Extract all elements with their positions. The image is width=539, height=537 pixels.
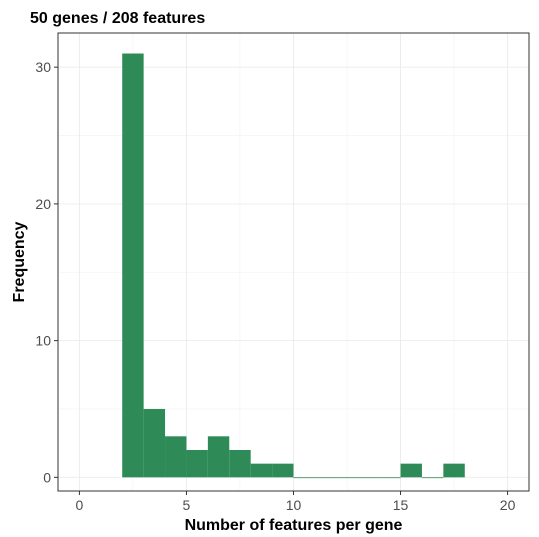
histogram-bar	[421, 477, 444, 479]
histogram-bar	[314, 477, 337, 479]
histogram-bar	[443, 463, 465, 478]
chart-title: 50 genes / 208 features	[30, 10, 205, 27]
x-axis-title: Number of features per gene	[185, 517, 403, 534]
histogram-bar	[272, 463, 294, 478]
x-tick-label: 15	[393, 497, 409, 513]
histogram-bar	[379, 477, 401, 479]
histogram-bar	[250, 463, 273, 478]
y-tick-label: 0	[43, 469, 51, 485]
histogram-bar	[207, 436, 230, 478]
y-tick-label: 20	[35, 196, 51, 212]
histogram-bar	[143, 408, 166, 478]
histogram-bar	[357, 477, 380, 479]
y-tick-label: 10	[35, 333, 51, 349]
histogram-bar	[122, 53, 144, 478]
x-tick-label: 0	[76, 497, 84, 513]
histogram-bar	[165, 436, 187, 478]
histogram-bar	[400, 463, 422, 478]
histogram-bar	[336, 477, 358, 479]
x-tick-label: 20	[500, 497, 516, 513]
histogram-bar	[229, 449, 251, 478]
histogram-bar	[186, 449, 208, 478]
x-tick-label: 10	[286, 497, 302, 513]
y-axis-title: Frequency	[11, 221, 28, 302]
x-tick-label: 5	[183, 497, 191, 513]
y-tick-label: 30	[35, 59, 51, 75]
histogram-bar	[293, 477, 315, 479]
